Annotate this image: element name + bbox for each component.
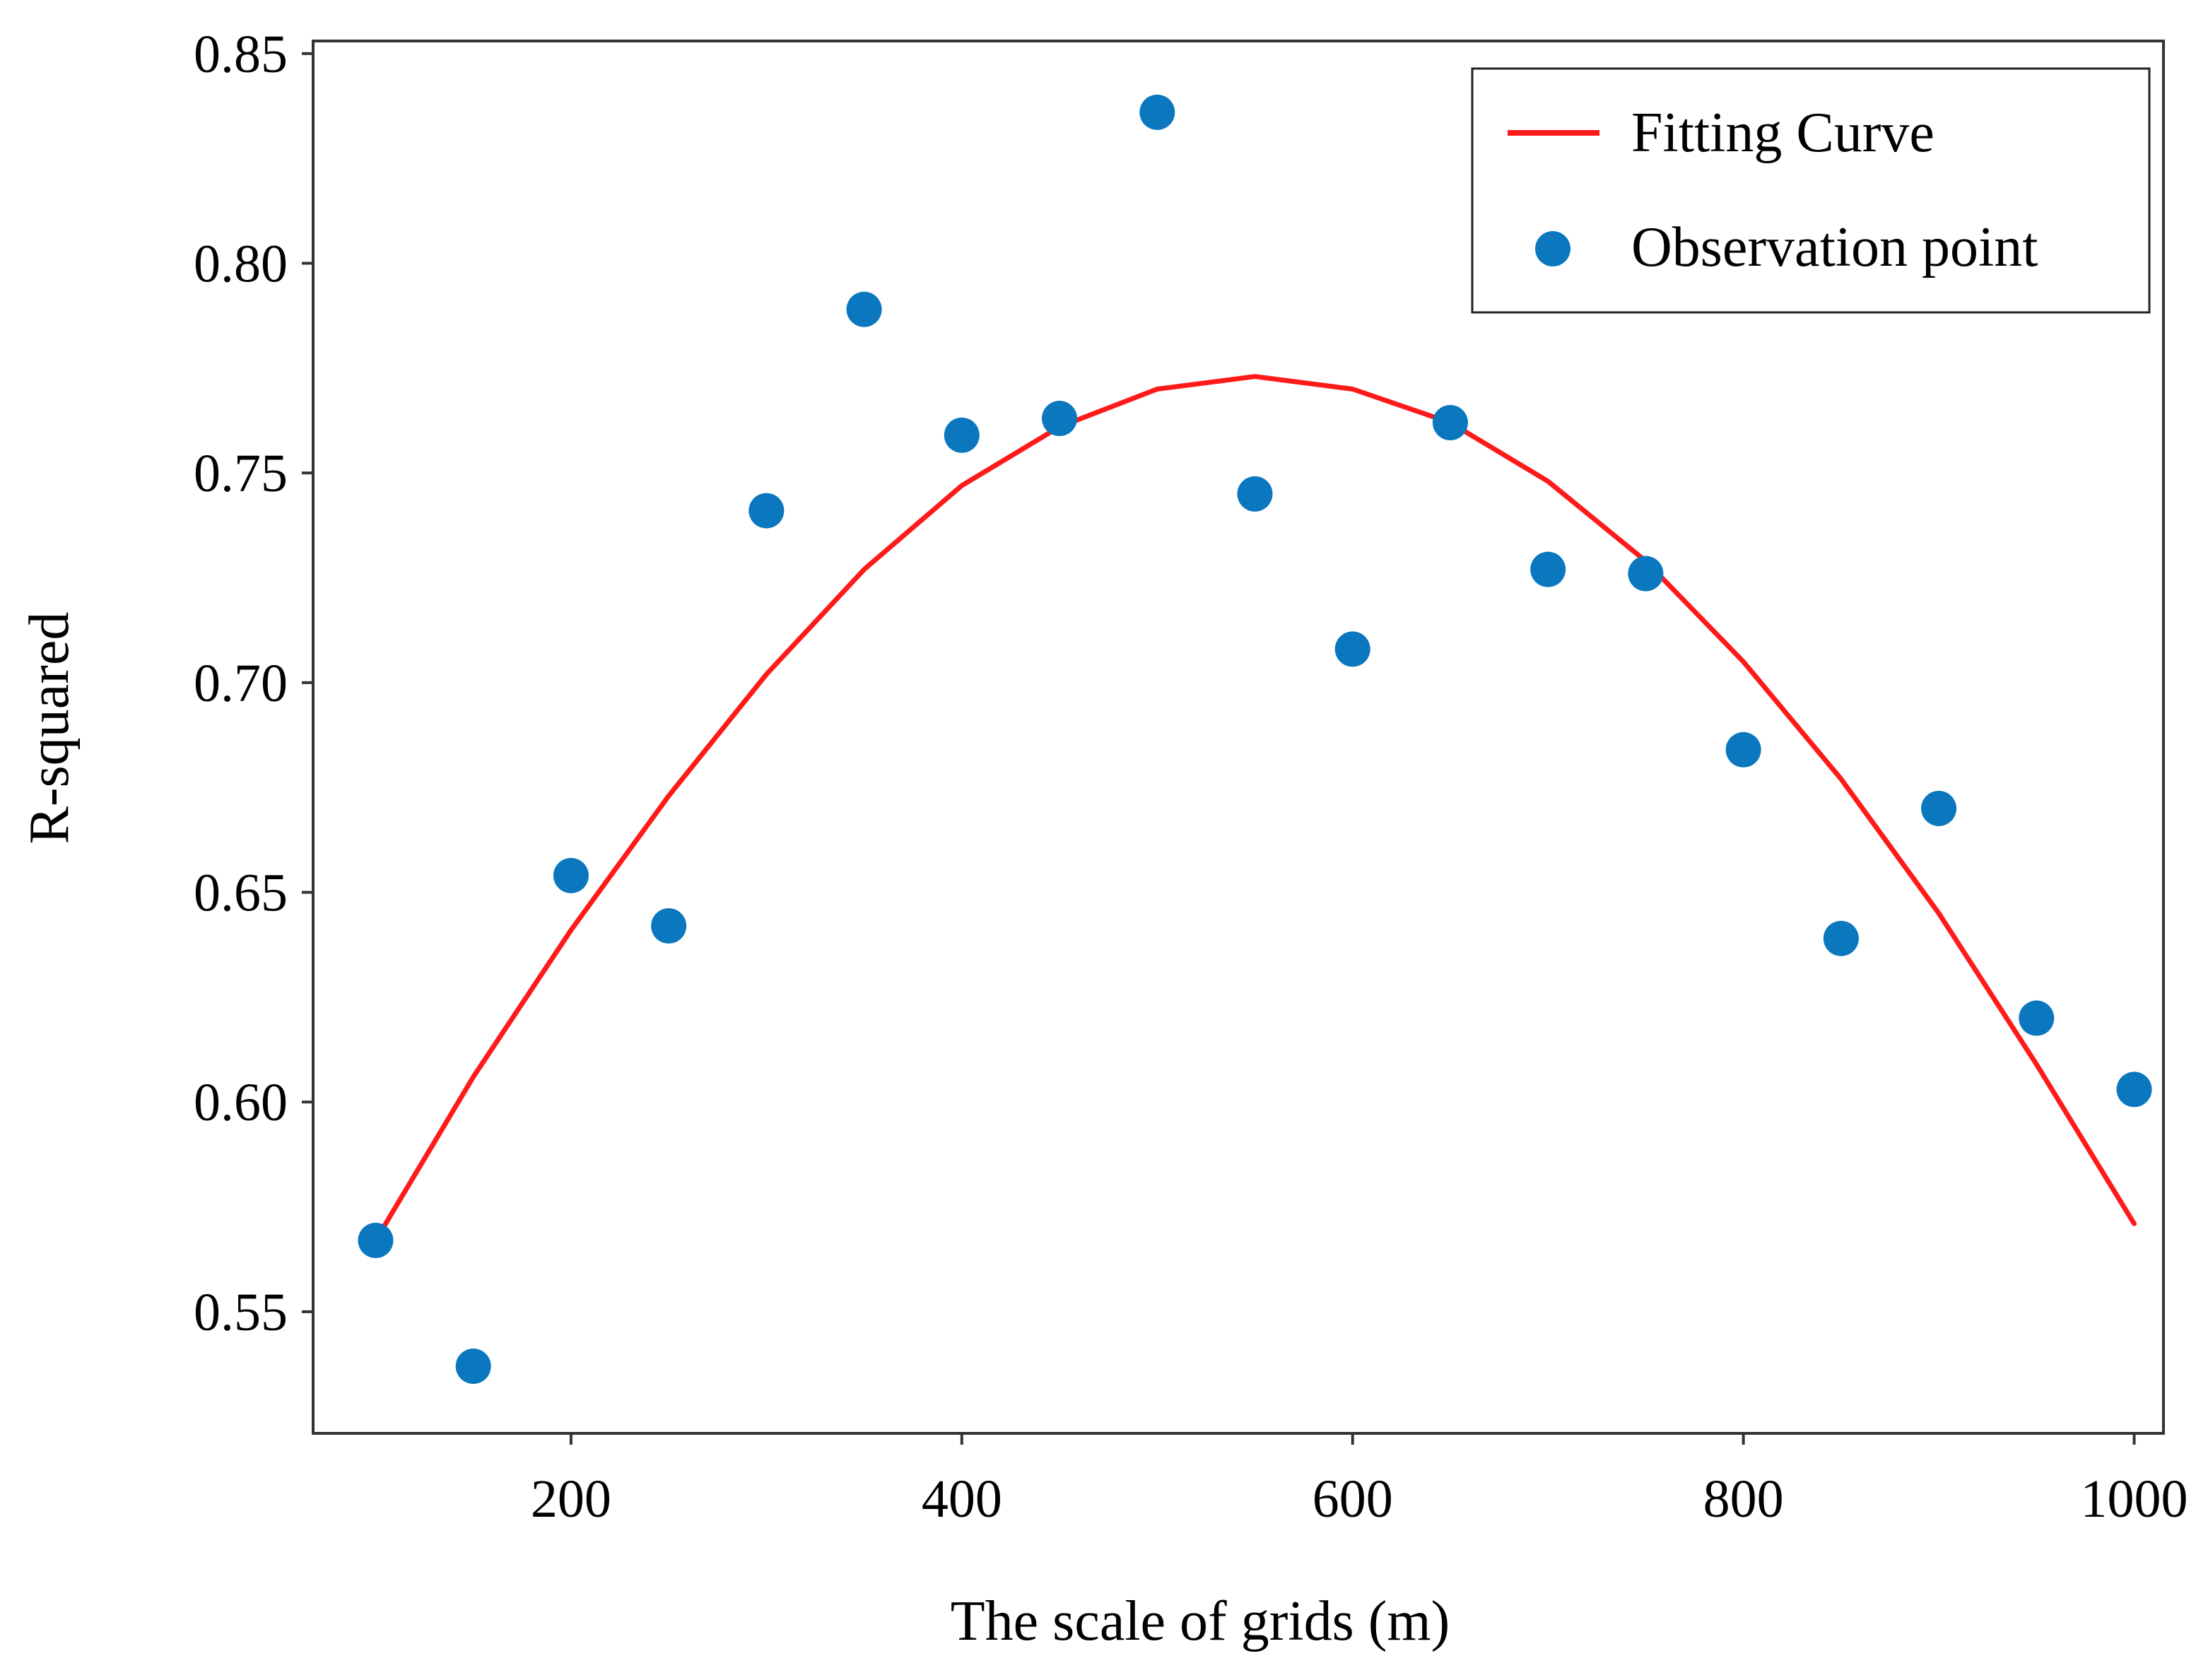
observation-point: [1823, 920, 1859, 956]
y-tick-label: 0.70: [194, 654, 288, 713]
y-tick-label: 0.75: [194, 444, 288, 503]
x-tick-label: 200: [531, 1469, 611, 1529]
y-axis-title: R-squared: [18, 612, 81, 845]
observation-point: [1530, 551, 1566, 587]
observation-point: [358, 1223, 394, 1259]
legend: Fitting Curve Observation point: [1471, 67, 2151, 314]
observation-point: [1432, 404, 1468, 440]
observation-point: [651, 908, 687, 944]
plot-frame: [312, 40, 2165, 1435]
observation-point: [1139, 94, 1175, 130]
x-axis-title: The scale of grids (m): [951, 1590, 1450, 1652]
observation-point: [1334, 631, 1370, 667]
x-tick-label: 1000: [2081, 1469, 2188, 1529]
observation-point: [455, 1349, 491, 1385]
observation-point: [1628, 556, 1664, 592]
y-tick-label: 0.65: [194, 864, 288, 923]
plot-area: [358, 94, 2152, 1385]
x-axis-ticks: 200 400 600 800 1000: [531, 1433, 2188, 1529]
observation-point: [553, 857, 589, 893]
observation-point: [944, 417, 980, 453]
observation-point: [2116, 1071, 2152, 1108]
observation-point: [1725, 732, 1761, 768]
legend-label-fitting-curve: Fitting Curve: [1631, 102, 1934, 164]
x-tick-label: 400: [922, 1469, 1002, 1529]
fitting-curve-line: [373, 374, 2137, 1243]
observation-point: [748, 493, 785, 529]
observation-point: [846, 291, 882, 327]
y-tick-label: 0.80: [194, 234, 288, 293]
observation-point: [1921, 790, 1957, 826]
observation-point: [1237, 476, 1273, 512]
y-axis-ticks: 0.55 0.60 0.65 0.70 0.75 0.80 0.85: [194, 25, 313, 1342]
legend-marker-swatch: [1535, 231, 1570, 266]
y-tick-label: 0.60: [194, 1073, 288, 1132]
y-tick-label: 0.85: [194, 25, 288, 84]
observation-point: [2019, 1000, 2055, 1036]
x-tick-label: 600: [1313, 1469, 1393, 1529]
legend-box: [1471, 67, 2151, 314]
observation-point: [1042, 401, 1078, 437]
x-tick-label: 800: [1703, 1469, 1784, 1529]
legend-label-observation-point: Observation point: [1631, 216, 2038, 278]
y-tick-label: 0.55: [194, 1283, 288, 1342]
